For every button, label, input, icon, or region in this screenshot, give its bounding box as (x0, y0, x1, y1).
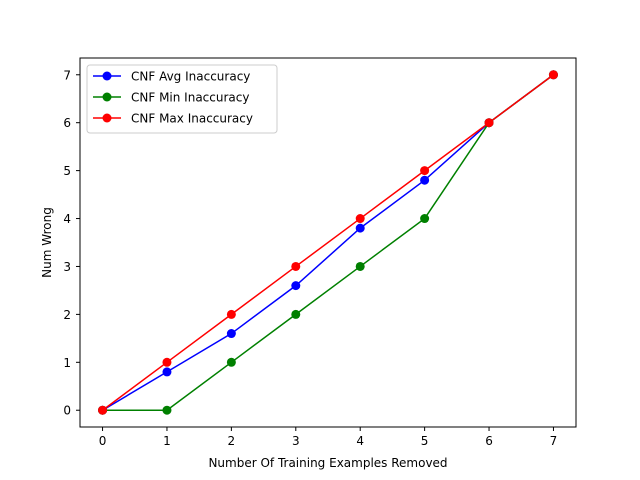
data-point-cnf-min-inaccuracy (420, 214, 430, 224)
y-tick-label: 3 (63, 260, 71, 274)
x-tick-label: 6 (485, 434, 493, 448)
legend-marker-swatch (102, 71, 112, 81)
x-tick-label: 5 (421, 434, 429, 448)
data-point-cnf-avg-inaccuracy (226, 329, 236, 339)
y-tick-label: 0 (63, 404, 71, 418)
legend-label: CNF Avg Inaccuracy (131, 70, 250, 84)
x-tick-label: 0 (99, 434, 107, 448)
y-tick-label: 5 (63, 164, 71, 178)
y-tick-label: 7 (63, 68, 71, 82)
data-point-cnf-max-inaccuracy (548, 70, 558, 80)
x-tick-label: 4 (356, 434, 364, 448)
y-axis-label: Num Wrong (40, 207, 54, 278)
legend-box (86, 64, 278, 134)
legend-item-cnf-min-inaccuracy: CNF Min Inaccuracy (93, 91, 249, 105)
data-point-cnf-max-inaccuracy (420, 166, 430, 176)
legend-item-cnf-max-inaccuracy: CNF Max Inaccuracy (93, 112, 253, 126)
legend-marker-swatch (102, 113, 112, 123)
y-tick-label: 6 (63, 116, 71, 130)
series-layer (98, 70, 558, 415)
data-point-cnf-min-inaccuracy (291, 309, 301, 319)
data-point-cnf-avg-inaccuracy (162, 367, 172, 377)
data-point-cnf-avg-inaccuracy (420, 175, 430, 185)
legend-item-cnf-avg-inaccuracy: CNF Avg Inaccuracy (93, 70, 250, 84)
x-tick-label: 3 (292, 434, 300, 448)
y-axis-ticks: 0 1 2 3 4 5 6 7 (63, 68, 80, 418)
x-tick-label: 2 (228, 434, 236, 448)
y-tick-label: 2 (63, 308, 71, 322)
y-tick-label: 4 (63, 212, 71, 226)
legend: CNF Avg Inaccuracy CNF Min Inaccuracy CNF … (86, 64, 278, 134)
legend-marker-swatch (102, 92, 112, 102)
data-point-cnf-max-inaccuracy (226, 309, 236, 319)
y-tick-label: 1 (63, 356, 71, 370)
series-line-cnf-avg-inaccuracy (102, 74, 554, 411)
x-axis-ticks: 0 1 2 3 4 5 6 7 (99, 427, 558, 448)
data-point-cnf-min-inaccuracy (226, 357, 236, 367)
data-point-cnf-min-inaccuracy (162, 405, 172, 415)
x-axis-label: Number Of Training Examples Removed (208, 456, 447, 470)
legend-label: CNF Max Inaccuracy (131, 112, 253, 126)
legend-items: CNF Avg Inaccuracy CNF Min Inaccuracy CNF … (93, 70, 253, 126)
data-point-cnf-max-inaccuracy (162, 357, 172, 367)
data-point-cnf-max-inaccuracy (291, 261, 301, 271)
legend-label: CNF Min Inaccuracy (131, 91, 249, 105)
data-point-cnf-avg-inaccuracy (291, 281, 301, 291)
x-tick-label: 1 (163, 434, 171, 448)
data-point-cnf-min-inaccuracy (355, 261, 365, 271)
x-tick-label: 7 (550, 434, 558, 448)
data-point-cnf-max-inaccuracy (484, 118, 494, 128)
series-line-cnf-max-inaccuracy (102, 74, 554, 411)
data-point-cnf-max-inaccuracy (355, 214, 365, 224)
series-line-cnf-min-inaccuracy (102, 74, 554, 411)
series-cnf-max-inaccuracy (98, 70, 558, 415)
data-point-cnf-max-inaccuracy (98, 405, 108, 415)
plot-frame (79, 57, 577, 428)
data-point-cnf-avg-inaccuracy (355, 223, 365, 233)
